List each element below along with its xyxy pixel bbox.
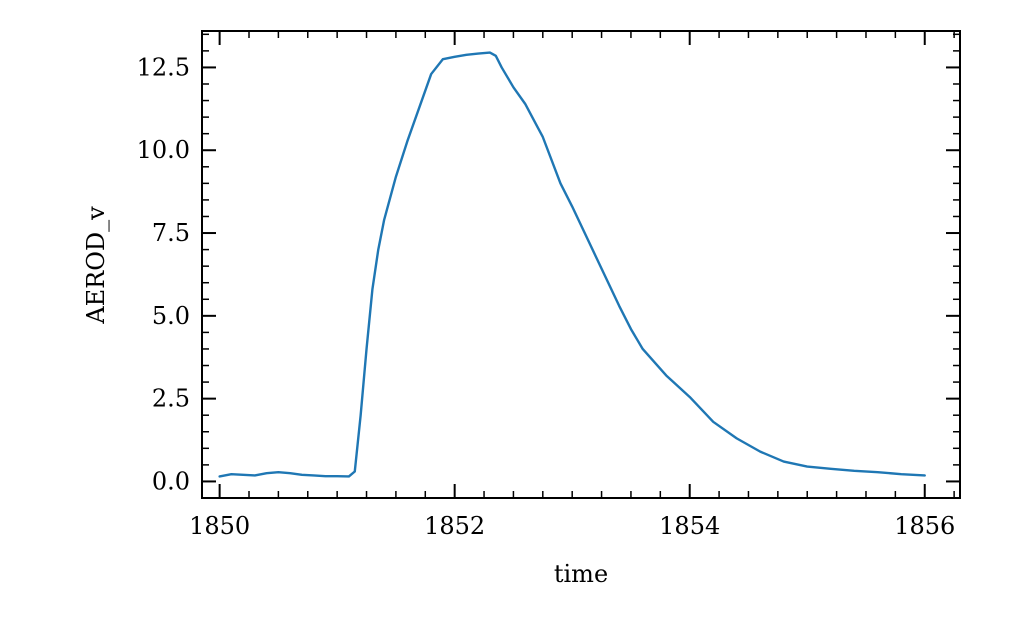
series-line: [218, 51, 926, 478]
x-tick-label: 1852: [424, 512, 485, 540]
y-tick-label: 2.5: [152, 385, 190, 413]
axis-ticks: [202, 31, 960, 499]
axis-tick-labels: 1850 1852 1854 1856 0.0 2.5 5.0 7.5 10.0 12.5: [137, 53, 956, 540]
y-tick-label: 12.5: [137, 53, 190, 81]
x-tick-label: 1856: [894, 512, 955, 540]
y-tick-label: 5.0: [152, 302, 190, 330]
y-tick-label: 10.0: [137, 136, 190, 164]
x-axis-label: time: [554, 560, 608, 588]
x-tick-label: 1854: [659, 512, 720, 540]
y-tick-label: 0.0: [152, 467, 190, 495]
y-tick-label: 7.5: [152, 219, 190, 247]
x-tick-label: 1850: [189, 512, 250, 540]
y-axis-label: AEROD_v: [82, 206, 110, 325]
plot-frame: [201, 30, 961, 499]
